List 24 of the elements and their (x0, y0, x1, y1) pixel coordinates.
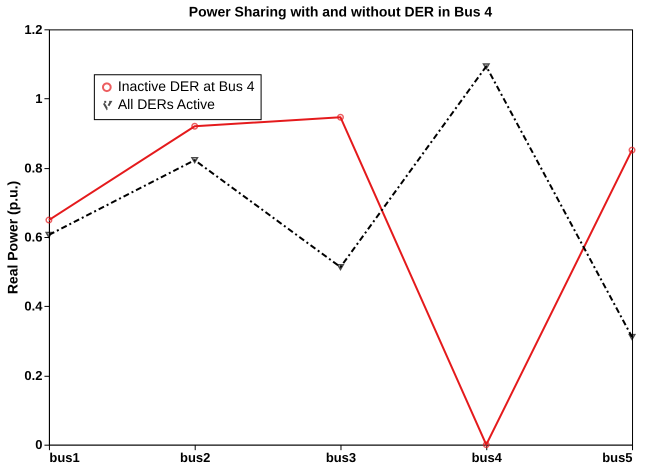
chart-title: Power Sharing with and without DER in Bus 4 (188, 3, 492, 20)
x-tick-label: bus4 (472, 450, 503, 464)
x-tick-label: bus5 (602, 450, 633, 464)
y-tick-label: 0.6 (24, 229, 42, 244)
point (628, 334, 636, 340)
legend-label: All DERs Active (118, 96, 216, 112)
y-tick-label: 0.2 (24, 368, 42, 383)
point (191, 122, 198, 130)
y-tick-label: 1 (35, 91, 42, 106)
point (191, 157, 198, 164)
point (45, 232, 52, 238)
point (482, 63, 490, 70)
y-tick-label: 0.4 (24, 298, 44, 314)
y-tick-label: 1.2 (24, 22, 42, 37)
point (482, 441, 490, 448)
y-axis-title: Real Power (p.u.) (4, 180, 20, 294)
x-tick-label: bus1 (49, 450, 80, 464)
x-tick-label: bus2 (180, 450, 210, 464)
legend-label: Inactive DER at Bus 4 (118, 78, 255, 94)
y-tick-label: 0 (35, 437, 42, 452)
point (336, 264, 344, 270)
point (336, 114, 344, 121)
y-tick-label: 0.8 (24, 160, 42, 176)
x-tick-label: bus3 (326, 450, 356, 464)
